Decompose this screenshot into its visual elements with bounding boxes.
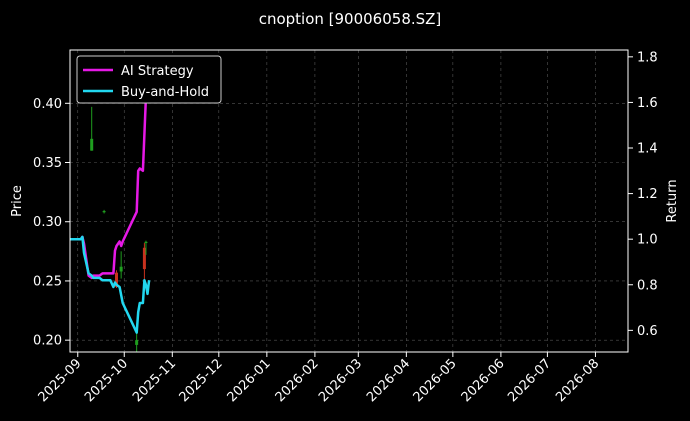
series-lines (70, 97, 151, 334)
y-right-tick-label-0-8: 0.8 (637, 278, 658, 293)
chart-title: cnoption [90006058.SZ] (259, 10, 442, 28)
y-axis-left-label: Price (10, 185, 25, 217)
legend: AI Strategy Buy-and-Hold (76, 55, 222, 104)
legend-label-buy-and-hold: Buy-and-Hold (121, 85, 209, 100)
candle-body-6 (144, 241, 148, 244)
y-left-tick-label-0-30: 0.30 (33, 215, 62, 230)
y-axis-right-label: Return (665, 179, 680, 222)
candle-body-5 (142, 247, 146, 270)
y-axis-left: 0.20 0.25 0.30 0.35 0.40 (33, 97, 70, 349)
candle-body-0 (90, 138, 94, 151)
candle-body-2 (115, 272, 118, 287)
y-right-tick-label-1-8: 1.8 (637, 50, 658, 65)
y-right-tick-label-0-6: 0.6 (637, 324, 658, 339)
legend-label-ai-strategy: AI Strategy (121, 64, 194, 79)
y-left-tick-label-0-35: 0.35 (33, 156, 62, 171)
y-right-tick-label-1-0: 1.0 (637, 233, 658, 248)
y-right-tick-label-1-4: 1.4 (637, 142, 658, 157)
y-left-tick-label-0-40: 0.40 (33, 97, 62, 112)
y-right-tick-label-1-6: 1.6 (637, 96, 658, 111)
candle-body-3 (119, 266, 123, 272)
candle-body-4 (135, 340, 139, 345)
y-axis-right: 0.6 0.8 1.0 1.2 1.4 1.6 1.8 (628, 50, 658, 339)
candle-body-1 (102, 211, 106, 213)
y-left-tick-label-0-20: 0.20 (33, 334, 62, 349)
y-right-tick-label-1-2: 1.2 (637, 187, 658, 202)
y-left-tick-label-0-25: 0.25 (33, 274, 62, 289)
plot-frame (69, 49, 629, 353)
series-line-buy-and-hold (70, 235, 151, 334)
